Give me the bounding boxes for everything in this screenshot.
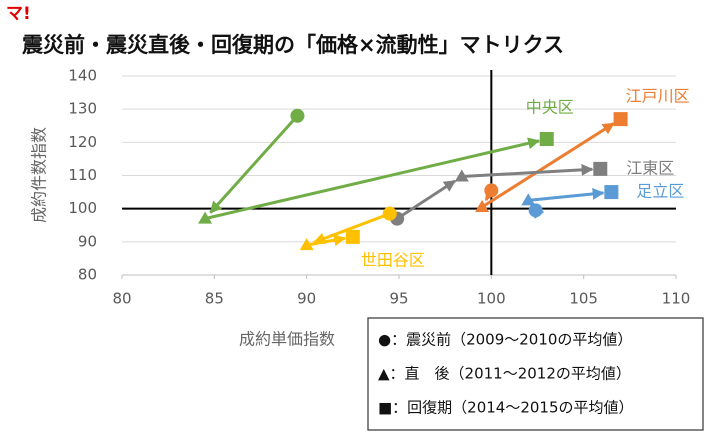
- marker-square: [604, 185, 619, 200]
- arrow: [313, 212, 391, 245]
- legend-entry: ▲：直 後（2011～2012の平均値）: [378, 365, 631, 383]
- logo: マ!: [6, 4, 31, 24]
- y-tick-label: 80: [78, 266, 97, 284]
- arrow: [306, 234, 347, 247]
- y-tick-label: 140: [68, 67, 97, 85]
- x-tick-label: 90: [297, 290, 316, 308]
- marker-circle: [382, 206, 397, 221]
- marker-triangle: [521, 193, 536, 206]
- marker-square: [539, 132, 554, 147]
- marker-circle: [290, 108, 305, 123]
- marker-triangle: [299, 238, 314, 251]
- arrow: [528, 187, 605, 202]
- series-label: 江戸川区: [626, 87, 690, 106]
- legend-box: [367, 317, 704, 431]
- y-tick-label: 100: [68, 199, 97, 217]
- marker-circle: [484, 183, 499, 198]
- legend-entry: ■：回復期（2014～2015の平均値）: [378, 399, 634, 417]
- marker-triangle: [198, 211, 213, 224]
- x-tick-label: 80: [112, 290, 131, 308]
- y-axis-title: 成約件数指数: [30, 127, 49, 223]
- x-tick-label: 100: [477, 290, 506, 308]
- y-tick-label: 120: [68, 133, 97, 151]
- marker-triangle: [475, 200, 490, 213]
- marker-square: [613, 112, 628, 127]
- arrow: [204, 137, 541, 221]
- arrow: [461, 163, 594, 178]
- marker-square: [593, 161, 608, 176]
- y-tick-label: 90: [78, 232, 97, 250]
- x-tick-label: 85: [205, 290, 224, 308]
- x-tick-label: 105: [569, 290, 598, 308]
- y-tick-label: 110: [68, 166, 97, 184]
- legend-entry: ●：震災前（2009～2010の平均値）: [378, 331, 632, 349]
- series-label: 江東区: [626, 158, 674, 177]
- chart-title: 震災前・震災直後・回復期の「価格×流動性」マトリクス: [22, 33, 564, 57]
- marker-square: [345, 229, 360, 244]
- y-tick-label: 130: [68, 100, 97, 118]
- marker-triangle: [454, 169, 469, 182]
- series-label: 世田谷区: [361, 250, 425, 269]
- series-label: 足立区: [636, 182, 684, 201]
- series-label: 中央区: [526, 98, 574, 117]
- arrow: [209, 114, 299, 214]
- marker-circle: [528, 203, 543, 218]
- arrow: [396, 179, 457, 220]
- x-axis-title: 成約単価指数: [239, 330, 335, 349]
- x-tick-label: 110: [662, 290, 691, 308]
- x-tick-label: 95: [389, 290, 408, 308]
- arrow: [481, 122, 615, 209]
